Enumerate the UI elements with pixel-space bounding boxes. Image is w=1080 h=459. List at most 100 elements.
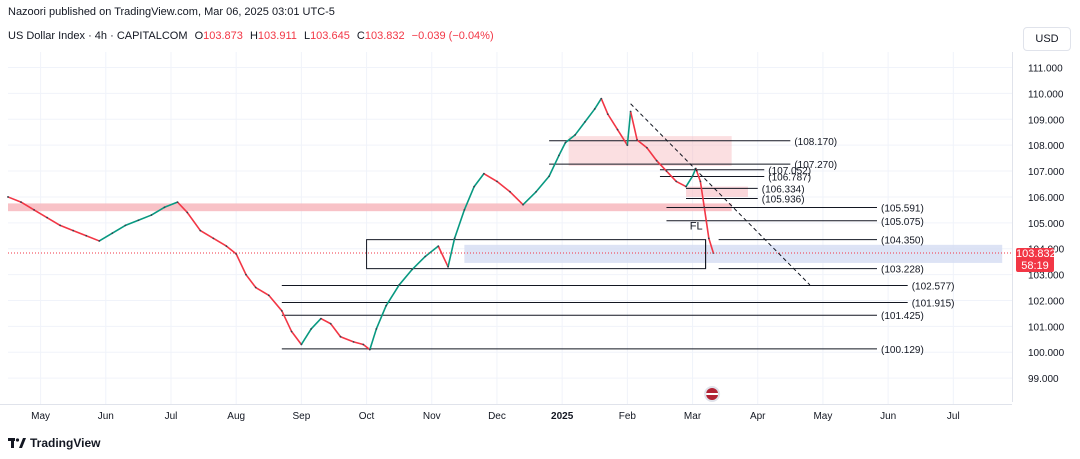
tradingview-logo-icon [8, 437, 26, 451]
price-segment [522, 191, 537, 206]
time-tick-label: Feb [619, 411, 637, 422]
price-tick-label: 101.000 [1028, 322, 1065, 333]
low-value: 103.645 [310, 30, 350, 42]
level-label: (101.425) [881, 311, 924, 322]
price-segment [212, 237, 227, 247]
time-axis[interactable] [0, 404, 1012, 427]
price-segment [20, 201, 35, 211]
price-point [606, 113, 609, 116]
price-point [398, 284, 401, 286]
price-segment [59, 224, 74, 232]
price-point [616, 128, 619, 131]
price-point [593, 108, 596, 110]
currency-button[interactable]: USD [1023, 27, 1071, 51]
price-point [453, 237, 456, 240]
price-point [212, 237, 215, 240]
price-segment [607, 113, 619, 131]
price-tick-label: 109.000 [1028, 115, 1065, 126]
price-point [339, 335, 342, 338]
time-tick-label: Dec [488, 411, 506, 422]
price-segment [685, 175, 694, 188]
last-price-countdown: 58:19 [1021, 260, 1049, 272]
price-point [463, 208, 466, 211]
price-point [176, 201, 179, 204]
symbol-title[interactable]: US Dollar Index · 4h · CAPITALCOM [8, 30, 188, 42]
price-segment [255, 286, 270, 296]
price-point [186, 211, 189, 214]
price-point [535, 190, 537, 193]
resistance-zone [8, 203, 732, 212]
price-segment [703, 207, 710, 239]
price-segment [411, 255, 426, 270]
price-segment [424, 245, 439, 258]
price-segment [340, 335, 354, 343]
close-value: 103.832 [364, 30, 405, 42]
price-point [675, 180, 678, 183]
open-value: 103.873 [203, 30, 243, 42]
price-point [685, 185, 687, 188]
symbol-legend[interactable]: US Dollar Index · 4h · CAPITALCOM O103.8… [8, 30, 494, 42]
time-tick-label: 2025 [551, 411, 574, 422]
price-segment [665, 170, 677, 182]
price-segment [548, 155, 560, 177]
price-point [584, 120, 586, 123]
price-axis[interactable] [1012, 52, 1080, 402]
price-point [329, 322, 332, 325]
change-value: −0.039 (−0.04%) [411, 30, 494, 42]
price-point [483, 172, 485, 175]
close-label: C [356, 30, 365, 42]
price-point [310, 328, 313, 330]
price-segment [558, 142, 567, 156]
price-segment [151, 206, 165, 216]
price-segment [290, 331, 303, 345]
level-label: (105.591) [881, 204, 924, 215]
price-point [254, 286, 257, 289]
price-segment [125, 219, 139, 227]
price-segment [7, 196, 22, 203]
price-point [665, 170, 668, 172]
price-point [124, 224, 127, 227]
price-segment [33, 209, 48, 219]
price-segment [564, 134, 576, 144]
price-point [629, 110, 632, 113]
price-point [447, 265, 449, 268]
price-series [7, 97, 715, 351]
price-segment [594, 98, 602, 110]
price-segment [164, 201, 178, 209]
price-segment [398, 268, 413, 286]
top-bar: Nazoori published on TradingView.com, Ma… [0, 0, 1080, 22]
projection-zone [464, 244, 1003, 263]
footer-brand[interactable]: TradingView [8, 436, 100, 451]
price-point [437, 245, 440, 248]
price-segment [675, 180, 687, 188]
price-segment [281, 310, 293, 332]
price-segment [375, 305, 387, 330]
price-segment [98, 232, 113, 242]
price-segment [708, 238, 715, 254]
price-point [72, 229, 75, 232]
high-value: 103.911 [257, 30, 297, 42]
price-tick-label: 99.000 [1028, 374, 1059, 385]
price-point [646, 146, 648, 149]
price-point [245, 273, 247, 276]
price-point [655, 159, 658, 162]
price-segment [473, 173, 485, 188]
time-tick-label: Oct [359, 411, 375, 422]
price-segment [636, 139, 648, 149]
low-label: L [303, 30, 311, 42]
level-label: (101.915) [912, 299, 955, 310]
price-point [362, 343, 365, 346]
price-segment [111, 224, 126, 234]
time-tick-label: May [31, 411, 50, 422]
time-tick-label: Aug [227, 411, 245, 422]
time-tick-label: Jul [165, 411, 178, 422]
price-point [98, 240, 101, 242]
price-segment [629, 111, 638, 141]
price-segment [616, 129, 629, 146]
price-point [163, 206, 166, 209]
price-segment [72, 229, 87, 237]
price-point [691, 175, 694, 178]
price-point [20, 201, 22, 204]
price-chart[interactable]: (108.170) (107.270)(107.052)(106.787)(106… [0, 0, 1080, 430]
level-lines: (108.170) (107.270)(107.052)(106.787)(106… [281, 137, 955, 356]
